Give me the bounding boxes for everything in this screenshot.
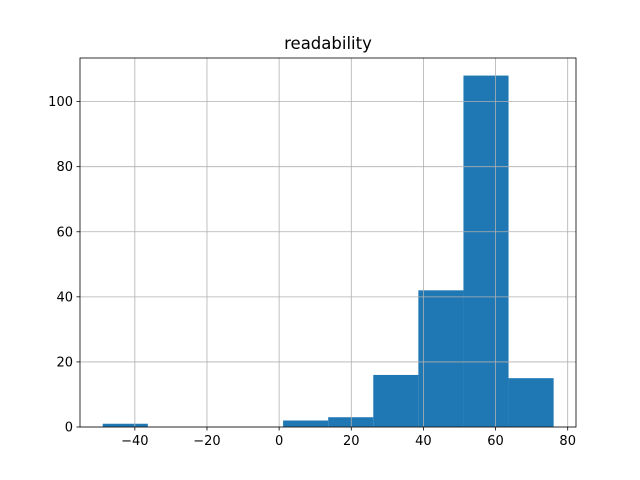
- histogram-bar: [283, 420, 329, 427]
- y-tick-label: 20: [56, 355, 73, 370]
- y-tick-label: 40: [56, 290, 73, 305]
- axes-frame: [79, 57, 577, 428]
- histogram-bar: [508, 378, 554, 427]
- chart-title: readability: [284, 34, 372, 53]
- histogram-bar: [328, 417, 374, 427]
- y-tick-label: 80: [56, 160, 73, 175]
- y-tick-label: 100: [48, 95, 73, 110]
- histogram-bar: [373, 374, 419, 427]
- x-tick-label: −20: [193, 434, 220, 449]
- x-tick-label: 80: [559, 434, 576, 449]
- x-tick-label: −40: [121, 434, 148, 449]
- histogram-bar: [418, 290, 464, 427]
- y-tick-label: 60: [56, 225, 73, 240]
- x-tick-label: 40: [415, 434, 432, 449]
- histogram-bar: [463, 75, 509, 428]
- x-tick-label: 0: [275, 434, 283, 449]
- x-tick-label: 60: [487, 434, 504, 449]
- y-tick-label: 0: [65, 421, 73, 436]
- x-tick-label: 20: [343, 434, 360, 449]
- histogram-bar: [102, 423, 148, 427]
